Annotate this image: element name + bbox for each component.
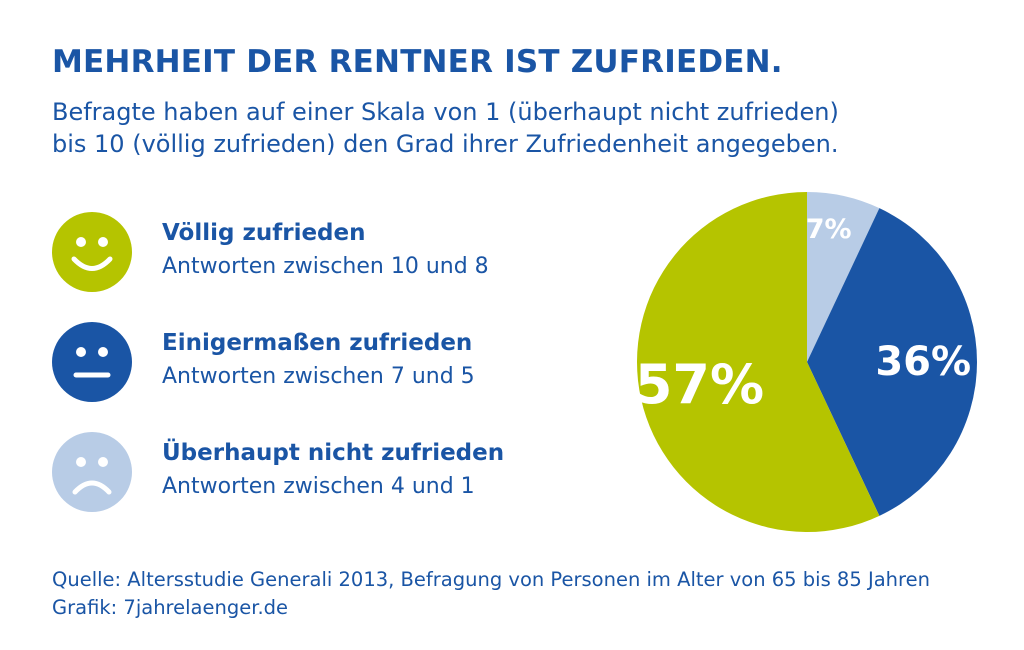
smiley-happy-icon [52, 212, 132, 292]
legend-item-einigermassen-zufrieden: Einigermaßen zufrieden Antworten zwische… [52, 322, 612, 402]
page-title: MEHRHEIT DER RENTNER IST ZUFRIEDEN. [52, 44, 783, 80]
pie-slice-36 [807, 208, 977, 516]
page-subtitle: Befragte haben auf einer Skala von 1 (üb… [52, 96, 972, 160]
legend-title: Überhaupt nicht zufrieden [162, 440, 505, 466]
legend-subtitle: Antworten zwischen 10 und 8 [162, 254, 489, 279]
legend-item-voellig-zufrieden: Völlig zufrieden Antworten zwischen 10 u… [52, 212, 612, 292]
smiley-neutral-icon [52, 322, 132, 402]
pie-slice-7 [807, 192, 880, 362]
legend-item-ueberhaupt-nicht-zufrieden: Überhaupt nicht zufrieden Antworten zwis… [52, 432, 612, 512]
pie-label-7: 7% [806, 214, 852, 245]
subtitle-line-2: bis 10 (völlig zufrieden) den Grad ihrer… [52, 130, 839, 158]
pie-chart: 7% 36% 57% [635, 192, 977, 532]
pie-label-36: 36% [875, 339, 971, 385]
credit-note: Grafik: 7jahrelaenger.de [52, 596, 289, 619]
legend-title: Völlig zufrieden [162, 220, 366, 246]
legend-subtitle: Antworten zwischen 7 und 5 [162, 364, 475, 389]
footer: Quelle: Altersstudie Generali 2013, Befr… [52, 566, 930, 622]
legend-subtitle: Antworten zwischen 4 und 1 [162, 474, 475, 499]
smiley-sad-icon [52, 432, 132, 512]
source-note: Quelle: Altersstudie Generali 2013, Befr… [52, 568, 930, 591]
pie-label-57: 57% [635, 353, 764, 416]
pie-slice-57 [637, 192, 880, 532]
legend-title: Einigermaßen zufrieden [162, 330, 473, 356]
subtitle-line-1: Befragte haben auf einer Skala von 1 (üb… [52, 98, 839, 126]
